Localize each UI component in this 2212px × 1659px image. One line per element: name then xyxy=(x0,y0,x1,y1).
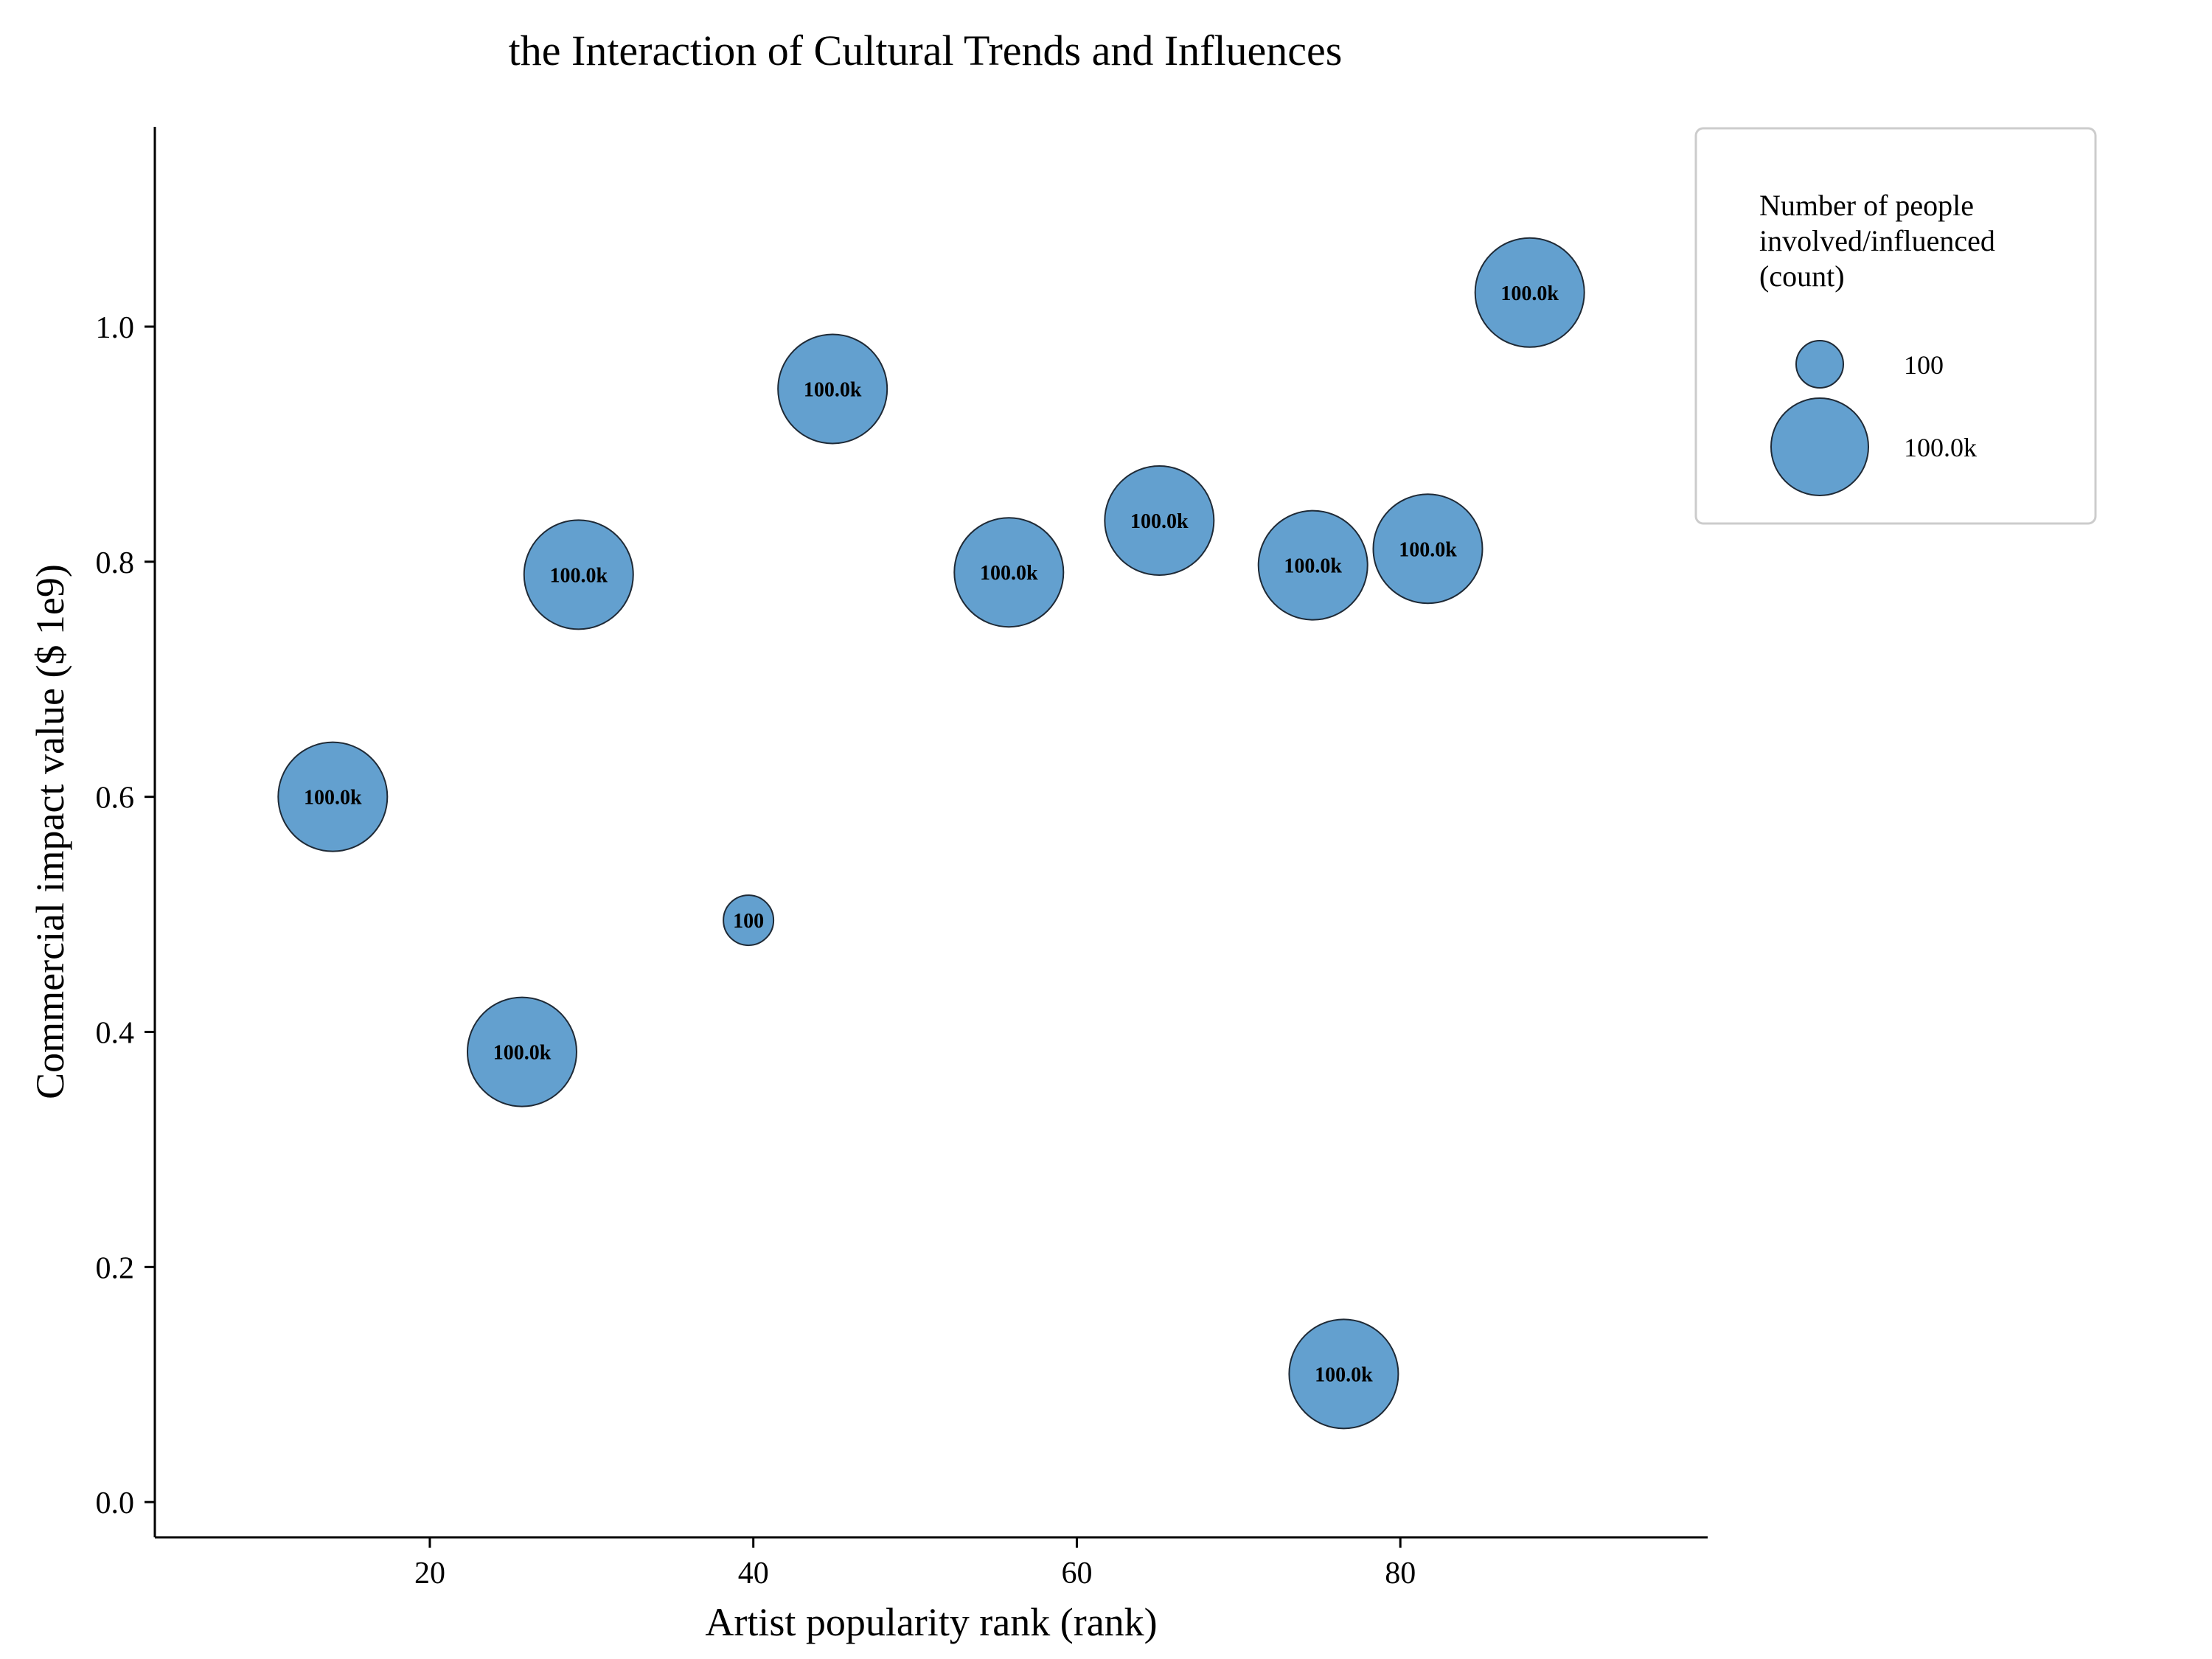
y-tick-label: 1.0 xyxy=(96,311,135,345)
bubble xyxy=(723,894,775,947)
bubble-label: 100.0k xyxy=(1130,510,1189,533)
bubbles: 100.0k 100.0k 100.0k 100 100.0k 100.0k 100.0k 1… xyxy=(277,237,1585,1430)
bubble xyxy=(953,517,1065,628)
bubble xyxy=(523,519,634,630)
y-axis-label: Commercial impact value ($ 1e9) xyxy=(28,564,72,1099)
bubble-label: 100.0k xyxy=(304,787,362,810)
legend-frame xyxy=(1694,127,2097,525)
bubble xyxy=(1372,493,1484,605)
x-tick-label: 60 xyxy=(1061,1557,1092,1590)
bubble xyxy=(1257,509,1368,621)
legend-label: 100 xyxy=(1904,350,1944,380)
axes xyxy=(153,127,1708,1539)
legend-title-line: (count) xyxy=(1759,260,1845,293)
x-tick-label: 80 xyxy=(1385,1557,1416,1590)
bubble-label: 100.0k xyxy=(1399,538,1457,561)
y-tick-label: 0.4 xyxy=(96,1017,135,1051)
y-tick-label: 0.2 xyxy=(96,1251,135,1285)
bubble xyxy=(1104,465,1215,577)
bubble-label: 100.0k xyxy=(980,562,1038,585)
bubble-label: 100.0k xyxy=(804,378,862,401)
x-axis-label: Artist popularity rank (rank) xyxy=(705,1600,1157,1644)
legend-title-line: Number of people xyxy=(1759,189,1974,222)
legend-marker xyxy=(1795,340,1844,389)
chart-title: the Interaction of Cultural Trends and I… xyxy=(509,27,1343,74)
legend-entries: 100 100.0k xyxy=(1770,340,1977,496)
x-tick-label: 40 xyxy=(738,1557,769,1590)
y-tick-label: 0.6 xyxy=(96,782,135,815)
bubble xyxy=(1474,237,1585,348)
y-tick-label: 0.0 xyxy=(96,1486,135,1520)
legend-marker xyxy=(1770,397,1869,496)
legend-title-line: involved/influenced xyxy=(1759,224,1995,257)
bubble xyxy=(466,996,577,1107)
x-tick-label: 20 xyxy=(414,1557,445,1590)
y-tick-label: 0.8 xyxy=(96,546,135,580)
bubble-label: 100 xyxy=(733,910,764,933)
bubble xyxy=(1288,1318,1399,1430)
legend: Number of people involved/influenced (coun… xyxy=(1694,127,2097,525)
bubble-label: 100.0k xyxy=(493,1042,552,1065)
bubble-label: 100.0k xyxy=(1284,555,1342,578)
bubble-label: 100.0k xyxy=(1315,1363,1373,1386)
bubble-label: 100.0k xyxy=(1500,282,1559,305)
x-ticks: 20 40 60 80 xyxy=(414,1537,1416,1590)
bubble xyxy=(777,333,888,445)
bubble-label: 100.0k xyxy=(549,564,608,587)
legend-title: Number of people involved/influenced (coun… xyxy=(1759,189,1995,293)
y-ticks: 0.0 0.2 0.4 0.6 0.8 1.0 xyxy=(96,311,155,1520)
legend-label: 100.0k xyxy=(1904,433,1977,462)
bubble xyxy=(277,741,389,852)
